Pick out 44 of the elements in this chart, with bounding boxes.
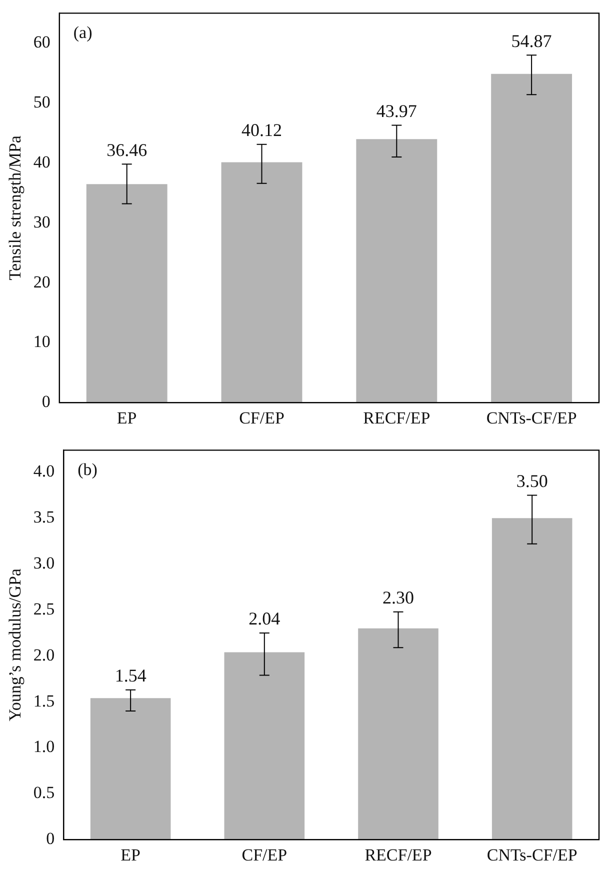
y-tick-label: 2.5: [33, 599, 55, 618]
x-tick-label: CNTs-CF/EP: [486, 845, 578, 864]
bar: [492, 518, 572, 840]
y-tick-label: 40: [33, 152, 50, 172]
bar: [90, 698, 171, 840]
x-tick-label: CF/EP: [239, 408, 284, 428]
y-tick-label: 1.5: [33, 691, 55, 710]
x-tick-label: CNTs-CF/EP: [486, 408, 577, 428]
y-tick-label: 3.5: [33, 508, 55, 527]
data-label: 2.30: [382, 588, 414, 608]
x-tick-label: EP: [116, 408, 137, 428]
y-tick-label: 4.0: [33, 462, 55, 481]
bar: [224, 652, 305, 840]
y-tick-label: 20: [33, 272, 50, 292]
data-label: 43.97: [376, 100, 417, 121]
x-tick-label: CF/EP: [242, 845, 288, 864]
y-tick-label: 0: [42, 392, 50, 412]
data-label: 36.46: [106, 140, 148, 160]
y-axis-title: Young’s modulus/GPa: [6, 568, 25, 722]
x-tick-label: RECF/EP: [363, 408, 430, 428]
bar: [356, 139, 438, 403]
x-tick-label: EP: [120, 845, 140, 864]
bar: [221, 162, 302, 403]
bar: [358, 628, 438, 840]
data-label: 1.54: [114, 666, 146, 686]
x-tick-label: RECF/EP: [364, 845, 432, 864]
y-tick-label: 3.0: [33, 554, 55, 573]
text: (b): [78, 460, 98, 480]
data-label: 40.12: [242, 120, 282, 140]
data-label: 54.87: [511, 30, 552, 51]
y-tick-label: 30: [33, 212, 50, 232]
y-tick-label: 2.0: [33, 645, 55, 664]
y-tick-label: 50: [33, 92, 50, 112]
y-tick-label: 60: [33, 32, 50, 52]
bar: [491, 74, 572, 403]
y-tick-label: 10: [33, 332, 50, 352]
y-tick-label: 0.5: [33, 783, 55, 802]
bar: [86, 184, 168, 403]
y-tick-label: 1.0: [33, 737, 55, 756]
text: (a): [73, 23, 92, 42]
y-tick-label: 0: [46, 829, 55, 848]
data-label: 2.04: [248, 608, 280, 629]
data-label: 3.50: [516, 470, 548, 491]
y-axis-title: Tensile strength/MPa: [6, 135, 25, 280]
